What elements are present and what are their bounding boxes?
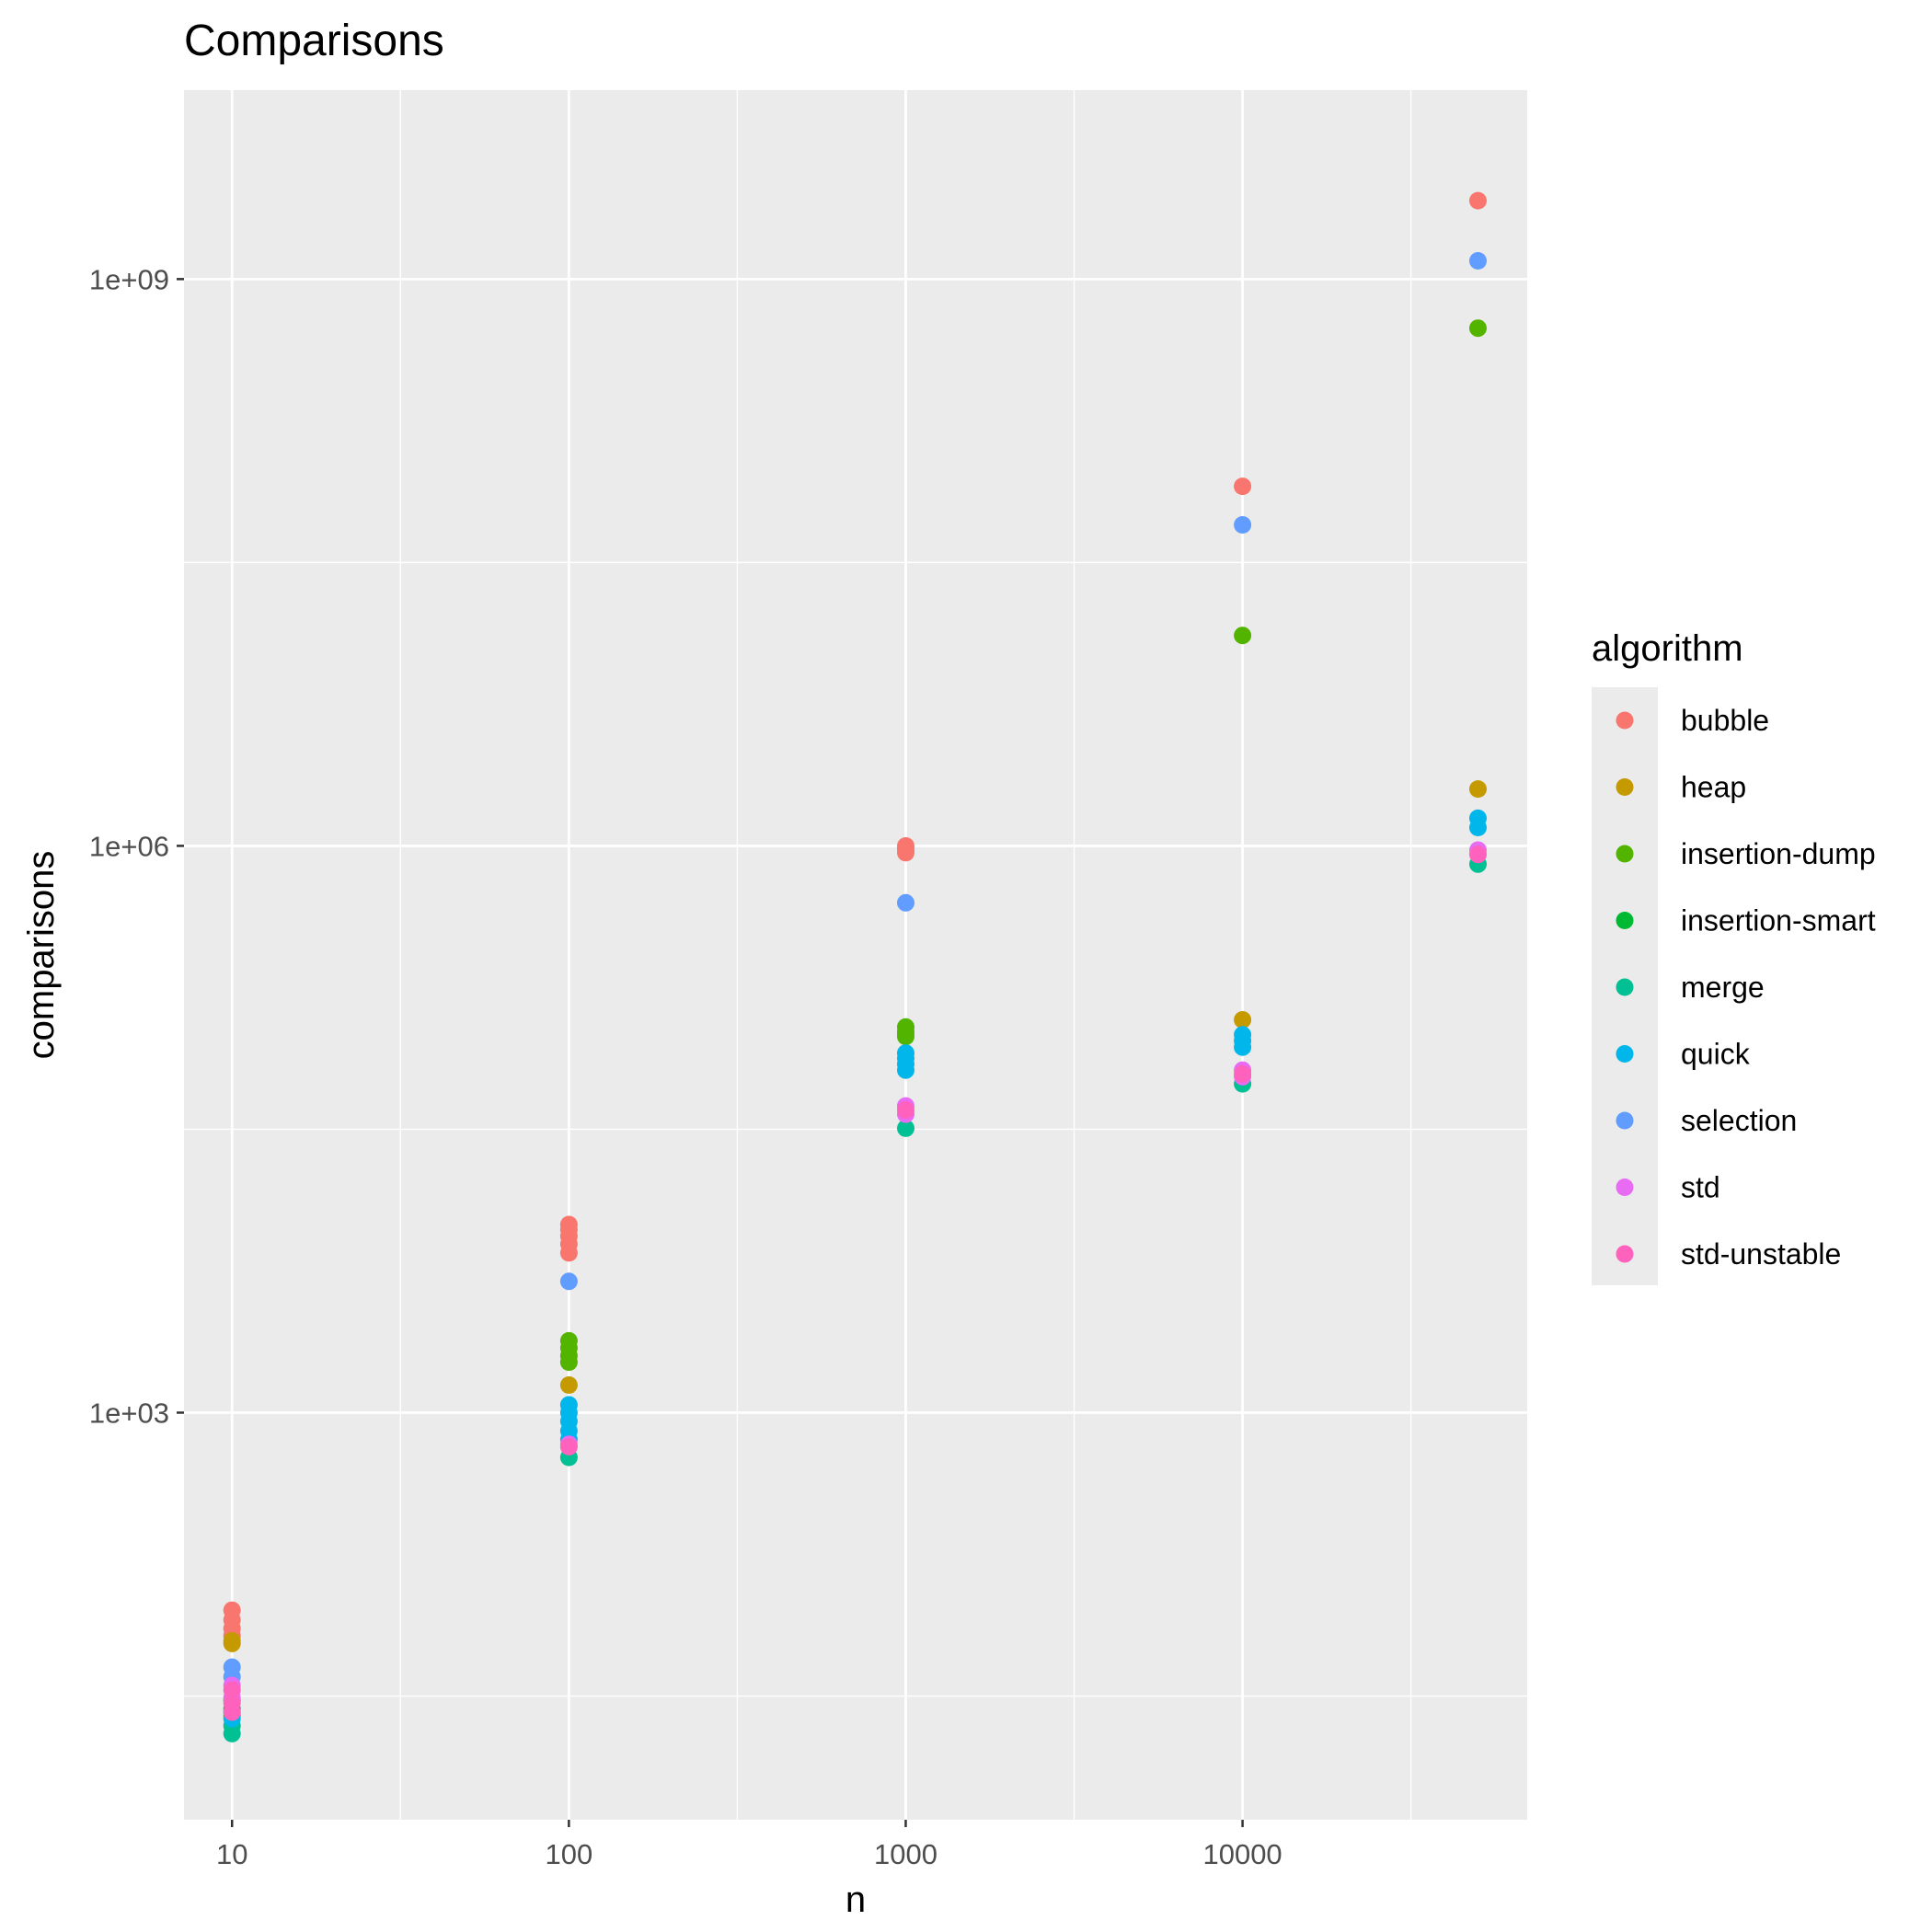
legend-items: bubble heap insertion-dump insertion-smart m… [1616, 704, 1876, 1271]
point-std-unstable [559, 1438, 578, 1455]
legend-label-heap: heap [1681, 771, 1746, 804]
legend-key-quick [1616, 1045, 1634, 1063]
point-insertion-dump [1234, 627, 1252, 645]
x-axis-title: n [845, 1880, 866, 1920]
major-gridlines [184, 90, 1527, 1820]
chart-title: Comparisons [184, 17, 444, 65]
y-tick-label: 1e+09 [89, 263, 169, 295]
x-axis-ticks: 10 100 1000 10000 [216, 1820, 1282, 1870]
point-selection [1469, 252, 1487, 270]
point-std-unstable [1469, 845, 1487, 864]
y-tick-label: 1e+06 [89, 830, 169, 862]
legend-key-heap [1616, 778, 1634, 796]
point-insertion-dump [1469, 319, 1487, 338]
legend-key-merge [1616, 978, 1634, 996]
legend-label-insertion-dump: insertion-dump [1681, 837, 1876, 870]
point-heap [1234, 1011, 1252, 1029]
legend-title: algorithm [1592, 628, 1743, 669]
point-quick [897, 1061, 914, 1079]
legend-label-quick: quick [1681, 1038, 1751, 1071]
x-tick-label: 10000 [1202, 1838, 1282, 1870]
x-tick-label: 1000 [874, 1838, 937, 1870]
minor-gridlines [184, 90, 1527, 1820]
y-tick-label: 1e+03 [89, 1397, 169, 1429]
legend-key-insertion-dump [1616, 845, 1634, 863]
point-quick [1234, 1038, 1252, 1056]
point-selection [897, 893, 914, 912]
legend-key-std [1616, 1179, 1634, 1196]
point-heap [1469, 780, 1487, 799]
point-merge [223, 1724, 241, 1742]
legend-label-std-unstable: std-unstable [1681, 1237, 1841, 1271]
point-merge [897, 1119, 914, 1137]
point-heap [559, 1376, 578, 1394]
legend-key-std-unstable [1616, 1245, 1634, 1263]
point-insertion-dump [559, 1353, 578, 1372]
point-selection [1234, 516, 1252, 534]
point-std-unstable [897, 1101, 914, 1119]
x-tick-label: 100 [545, 1838, 592, 1870]
point-heap [223, 1634, 241, 1652]
point-bubble [1234, 477, 1252, 496]
x-tick-label: 10 [216, 1838, 247, 1870]
plot-panel [184, 90, 1527, 1820]
point-bubble [1469, 191, 1487, 210]
legend-key-selection [1616, 1111, 1634, 1130]
point-insertion-dump [897, 1028, 914, 1046]
legend: algorithm bubble heap insertion-dump insert… [1592, 628, 1876, 1285]
legend-label-insertion-smart: insertion-smart [1681, 904, 1876, 937]
point-selection [559, 1272, 578, 1291]
legend-label-merge: merge [1681, 971, 1765, 1004]
y-axis-title: comparisons [21, 851, 62, 1060]
point-std-unstable [223, 1703, 241, 1721]
point-std-unstable [223, 1681, 241, 1699]
point-quick [1469, 819, 1487, 836]
legend-key-bubble [1616, 711, 1634, 730]
legend-key-insertion-smart [1616, 912, 1634, 929]
legend-label-bubble: bubble [1681, 704, 1769, 737]
point-std-unstable [1234, 1064, 1252, 1083]
point-bubble [559, 1244, 578, 1262]
data-points [223, 191, 1487, 1742]
legend-label-selection: selection [1681, 1104, 1797, 1137]
point-bubble [897, 844, 914, 862]
y-axis-ticks: 1e+03 1e+06 1e+09 [89, 263, 184, 1429]
legend-label-std: std [1681, 1171, 1720, 1204]
